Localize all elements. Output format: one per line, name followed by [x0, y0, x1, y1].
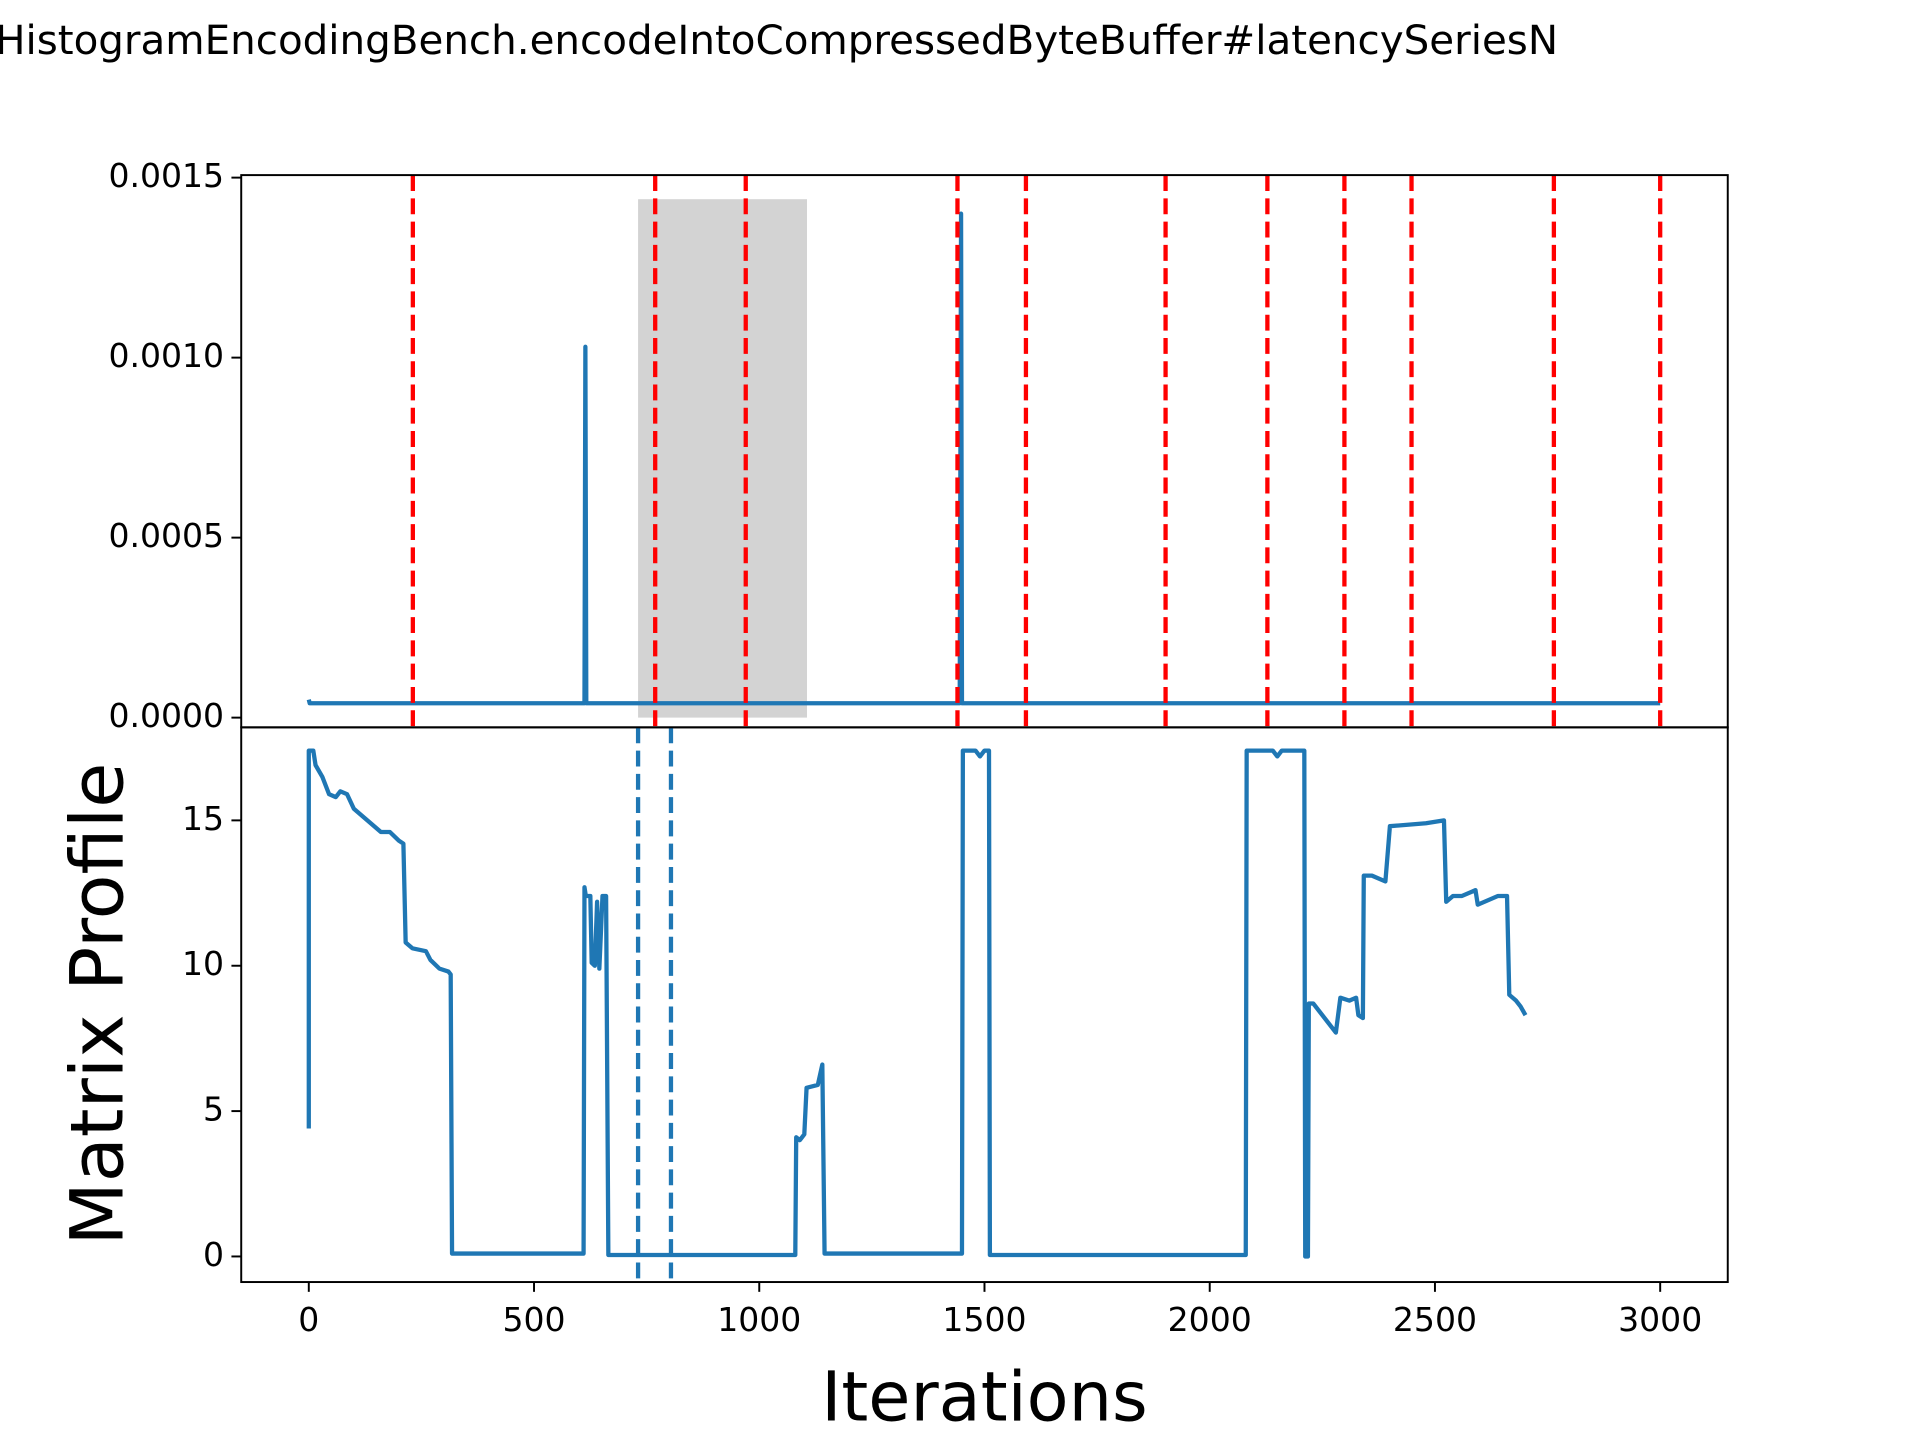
x-tick-label: 3000: [1618, 1300, 1702, 1339]
chart-title: HistogramEncodingBench.encodeIntoCompres…: [0, 16, 1558, 64]
series-line: [306, 748, 1528, 1259]
x-tick-label: 500: [502, 1300, 565, 1339]
y-tick-label: 15: [182, 799, 224, 838]
x-tick-label: 1000: [717, 1300, 801, 1339]
y-axis-label: Matrix Profile: [55, 763, 140, 1246]
y-tick-label: 0.0000: [108, 696, 224, 735]
highlight-span: [638, 199, 808, 718]
x-tick-label: 2000: [1168, 1300, 1252, 1339]
y-tick-label: 0.0015: [108, 156, 224, 195]
y-tick-label: 0.0005: [108, 516, 224, 555]
axes-frame: [240, 174, 1729, 729]
y-tick-label: 10: [182, 944, 224, 983]
y-tick-label: 0.0010: [108, 336, 224, 375]
y-tick-label: 0: [203, 1235, 224, 1274]
axes-frame: [240, 726, 1729, 1284]
x-tick-label: 2500: [1393, 1300, 1477, 1339]
y-tick-label: 5: [203, 1090, 224, 1129]
x-tick-label: 1500: [942, 1300, 1026, 1339]
series-line: [306, 211, 1661, 706]
x-tick-label: 0: [298, 1300, 319, 1339]
x-axis-label: Iterations: [821, 1357, 1148, 1437]
